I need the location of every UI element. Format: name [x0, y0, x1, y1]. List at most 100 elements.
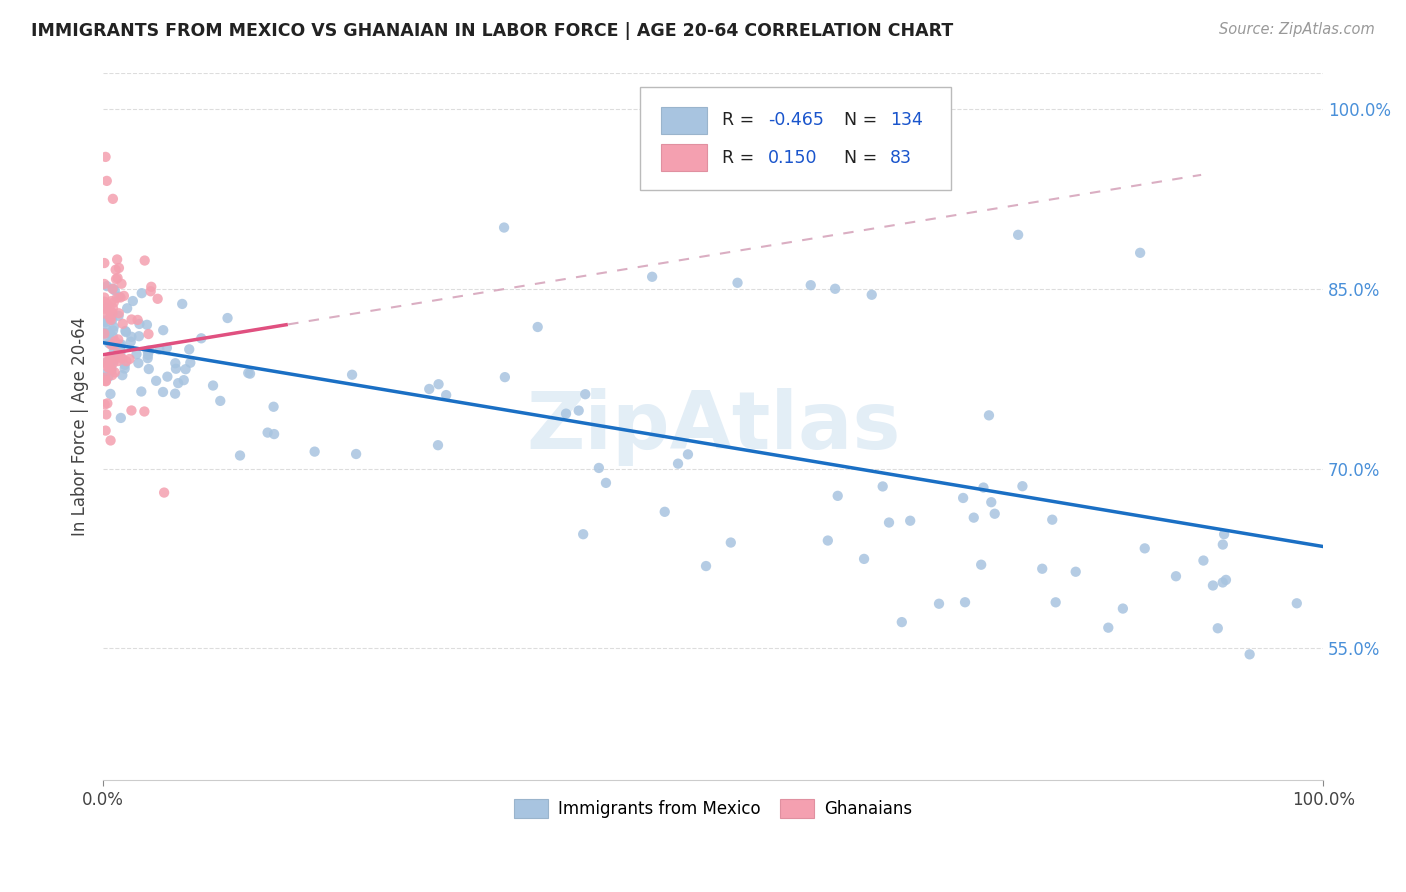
Point: [100, 294, 122, 309]
Point: [115, 325, 138, 339]
Point: [97, 357, 120, 371]
Point: [174, 362, 197, 376]
Point: [1112, 601, 1135, 615]
Point: [111, 351, 134, 366]
Legend: Immigrants from Mexico, Ghanaians: Immigrants from Mexico, Ghanaians: [508, 792, 918, 825]
Point: [97, 332, 120, 346]
Point: [173, 373, 195, 387]
Point: [1202, 578, 1225, 592]
Point: [115, 301, 138, 316]
Point: [108, 341, 131, 355]
Point: [494, 370, 516, 384]
Point: [98, 352, 121, 367]
Point: [110, 277, 132, 291]
FancyBboxPatch shape: [640, 87, 950, 190]
Point: [110, 411, 132, 425]
Point: [93, 256, 115, 270]
Point: [103, 353, 125, 368]
Text: 83: 83: [890, 149, 912, 167]
Point: [108, 338, 131, 352]
Text: R =: R =: [721, 112, 759, 129]
Point: [877, 516, 900, 530]
Point: [136, 348, 159, 362]
Point: [860, 287, 883, 301]
Point: [1011, 479, 1033, 493]
Point: [340, 368, 363, 382]
Point: [93, 306, 115, 320]
Point: [127, 356, 149, 370]
Point: [654, 505, 676, 519]
Point: [110, 351, 132, 365]
Point: [666, 457, 689, 471]
Point: [136, 318, 159, 332]
Point: [1064, 565, 1087, 579]
Point: [107, 271, 129, 285]
Point: [94, 326, 117, 340]
Point: [1045, 595, 1067, 609]
Point: [134, 404, 156, 418]
Point: [141, 280, 163, 294]
Bar: [661, 107, 707, 134]
Point: [963, 510, 986, 524]
Point: [100, 313, 122, 327]
Point: [134, 253, 156, 268]
Point: [1192, 553, 1215, 567]
Point: [94, 367, 117, 381]
Point: [165, 356, 187, 370]
Point: [1097, 621, 1119, 635]
Point: [93, 291, 115, 305]
Point: [1285, 596, 1308, 610]
Point: [676, 447, 699, 461]
Point: [304, 444, 326, 458]
Point: [217, 311, 239, 326]
Text: -0.465: -0.465: [768, 112, 824, 129]
Bar: [661, 145, 707, 171]
Point: [107, 309, 129, 323]
Point: [256, 425, 278, 440]
Point: [93, 355, 115, 369]
Point: [101, 323, 124, 337]
Point: [872, 479, 894, 493]
Point: [1133, 541, 1156, 556]
Point: [136, 351, 159, 366]
Point: [98, 336, 121, 351]
Point: [93, 397, 115, 411]
Point: [127, 313, 149, 327]
Point: [980, 495, 1002, 509]
Point: [97, 360, 120, 375]
Point: [94, 315, 117, 329]
Point: [101, 282, 124, 296]
Point: [96, 322, 118, 336]
Point: [93, 294, 115, 309]
Point: [96, 408, 118, 422]
Point: [1213, 527, 1236, 541]
Y-axis label: In Labor Force | Age 20-64: In Labor Force | Age 20-64: [72, 317, 89, 536]
Point: [977, 409, 1000, 423]
Point: [928, 597, 950, 611]
Point: [152, 323, 174, 337]
Point: [131, 384, 153, 399]
Point: [110, 344, 132, 359]
Point: [1239, 648, 1261, 662]
Point: [890, 615, 912, 629]
Point: [427, 377, 450, 392]
Point: [800, 278, 823, 293]
Point: [1129, 245, 1152, 260]
Point: [103, 320, 125, 334]
Point: [100, 364, 122, 378]
Point: [179, 343, 201, 357]
Point: [101, 282, 124, 296]
Point: [108, 306, 131, 320]
Point: [114, 324, 136, 338]
Point: [104, 284, 127, 298]
Point: [970, 558, 993, 572]
Point: [1212, 575, 1234, 590]
Point: [93, 277, 115, 291]
Point: [179, 356, 201, 370]
Point: [110, 337, 132, 351]
Point: [94, 301, 117, 315]
Point: [98, 350, 121, 364]
Point: [108, 290, 131, 304]
Point: [101, 192, 124, 206]
Point: [97, 370, 120, 384]
